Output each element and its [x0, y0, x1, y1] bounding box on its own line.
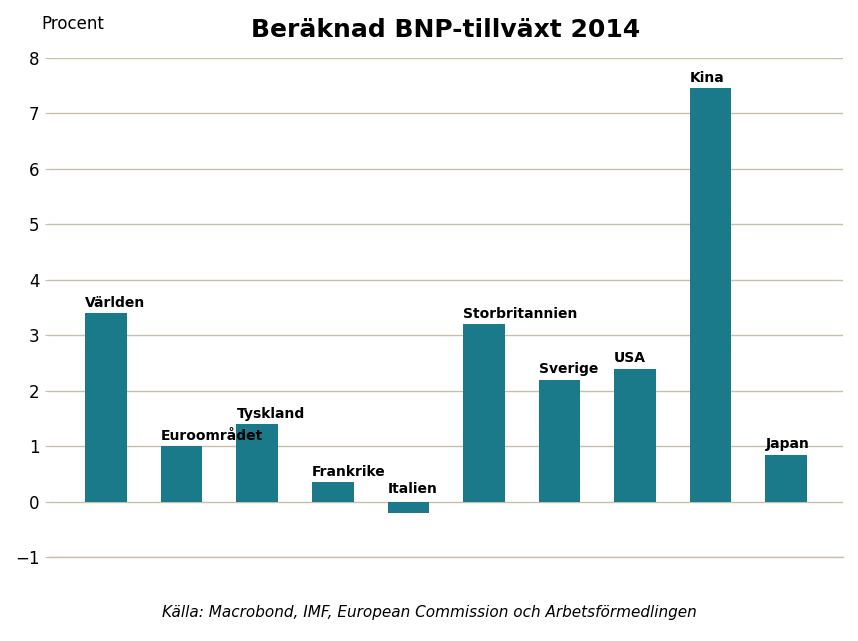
Bar [614, 369, 656, 502]
Bar [463, 324, 505, 502]
Text: Kina: Kina [690, 71, 724, 85]
Text: Italien: Italien [388, 481, 438, 495]
Bar [539, 379, 580, 502]
Text: Euroområdet: Euroområdet [160, 429, 263, 443]
Text: Sverige: Sverige [539, 362, 598, 376]
Bar [690, 88, 731, 502]
Text: Världen: Världen [85, 296, 146, 310]
Title: Beräknad BNP-tillväxt 2014: Beräknad BNP-tillväxt 2014 [251, 18, 641, 42]
Bar [160, 446, 202, 502]
Bar [312, 483, 353, 502]
Text: Procent: Procent [42, 15, 105, 33]
Text: Frankrike: Frankrike [312, 465, 386, 479]
Text: USA: USA [614, 351, 646, 365]
Text: Tyskland: Tyskland [237, 407, 305, 420]
Bar [237, 424, 278, 502]
Bar [388, 502, 429, 513]
Bar [765, 454, 807, 502]
Text: Japan: Japan [765, 437, 809, 451]
Bar [85, 313, 127, 502]
Text: Storbritannien: Storbritannien [463, 307, 577, 320]
Text: Källa: Macrobond, IMF, European Commission och Arbetsförmedlingen: Källa: Macrobond, IMF, European Commissi… [161, 604, 697, 620]
